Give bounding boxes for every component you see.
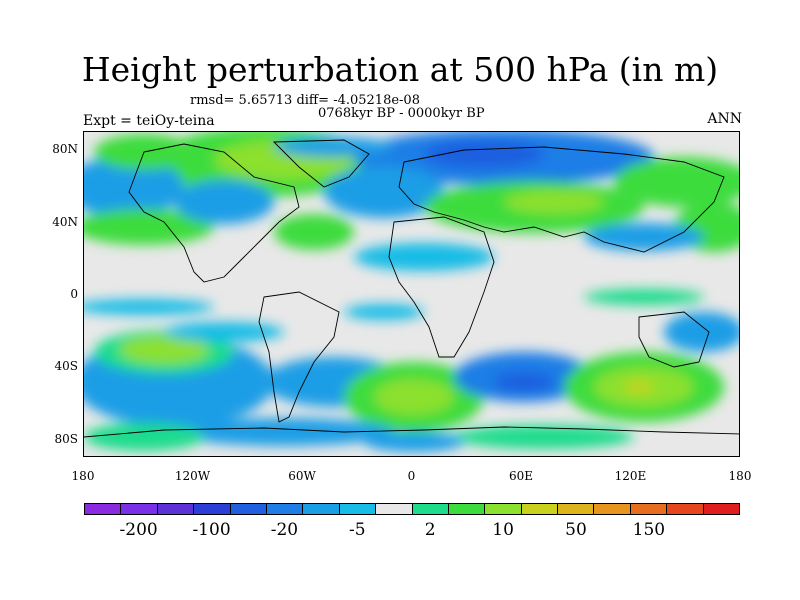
colorbar-box (194, 504, 231, 514)
contour-fields (84, 132, 739, 452)
colorbar-box (339, 504, 377, 514)
colorbar-box (230, 504, 267, 514)
lon-tick-label: 180 (728, 469, 752, 483)
colorbar (84, 503, 740, 515)
colorbar-box (303, 504, 340, 514)
lat-tick-label: 40N (52, 214, 78, 229)
contour-region (364, 432, 464, 452)
antarctica-coast (84, 426, 739, 438)
australia-coast (638, 311, 710, 368)
contour-region (174, 418, 394, 446)
contour-region (454, 425, 634, 449)
colorbar-label: -5 (349, 520, 366, 540)
contour-region (614, 157, 739, 207)
north-america-coast (128, 143, 300, 283)
contour-region (174, 180, 274, 224)
map-title: Height perturbation at 500 hPa (in m) (81, 50, 719, 89)
colorbar-box (558, 504, 595, 514)
contour-region (344, 304, 424, 320)
lat-tick-label: 40S (54, 359, 79, 374)
greenland-coast (272, 139, 370, 188)
contour-region (84, 423, 204, 451)
colorbar-box (448, 504, 486, 514)
experiment-label: Expt = teiOy-teina (83, 113, 215, 129)
contour-region (374, 379, 454, 415)
season-label: ANN (707, 111, 742, 127)
colorbar-box (266, 504, 304, 514)
colorbar-box (703, 504, 740, 514)
colorbar-box (667, 504, 704, 514)
colorbar-box (630, 504, 668, 514)
colorbar-box (485, 504, 522, 514)
contour-region (324, 166, 444, 218)
contour-region (494, 372, 554, 392)
africa-coast (388, 216, 495, 358)
eurasia-coast (398, 146, 725, 253)
colorbar-box (157, 504, 195, 514)
lat-tick-label: 0 (70, 287, 78, 301)
colorbar-box (594, 504, 631, 514)
contour-region (624, 381, 654, 393)
contour-region (584, 289, 704, 305)
lat-tick-label: 80S (54, 431, 79, 446)
colorbar-box (376, 504, 413, 514)
contour-region (584, 223, 704, 251)
colorbar-label: -200 (119, 520, 158, 540)
colorbar-label: 2 (424, 520, 436, 540)
colorbar-box (85, 504, 122, 514)
contour-region (274, 214, 354, 250)
lon-tick-label: 60E (508, 469, 534, 483)
map-panel (83, 131, 740, 457)
lon-tick-label: 180 (71, 469, 95, 483)
colorbar-label: -100 (192, 520, 231, 540)
contour-region (164, 322, 284, 342)
contour-region (84, 209, 214, 245)
rmsd-stats: rmsd= 5.65713 diff= -4.05218e-08 (190, 93, 420, 108)
lon-tick-label: 120W (174, 469, 211, 483)
lat-tick-label: 80N (52, 142, 78, 157)
contour-region (119, 336, 209, 364)
colorbar-label: 10 (492, 520, 514, 540)
contour-region (504, 190, 604, 214)
contour-region (84, 299, 214, 315)
south-america-coast (258, 291, 340, 423)
contour-region (274, 137, 394, 157)
colorbar-label: -20 (270, 520, 299, 540)
contour-region (84, 157, 184, 217)
contour-map (84, 132, 739, 456)
period-label: 0768kyr BP - 0000kyr BP (318, 106, 485, 121)
colorbar-box (521, 504, 559, 514)
lon-tick-label: 0 (407, 469, 416, 483)
colorbar-box (412, 504, 449, 514)
coastlines (84, 139, 739, 438)
lon-tick-label: 120E (614, 469, 647, 483)
colorbar-label: 150 (632, 520, 666, 540)
lon-tick-label: 60W (288, 469, 316, 483)
colorbar-box (121, 504, 158, 514)
contour-region (424, 140, 544, 168)
colorbar-label: 50 (565, 520, 587, 540)
contour-region (354, 243, 494, 271)
contour-region (664, 312, 739, 352)
